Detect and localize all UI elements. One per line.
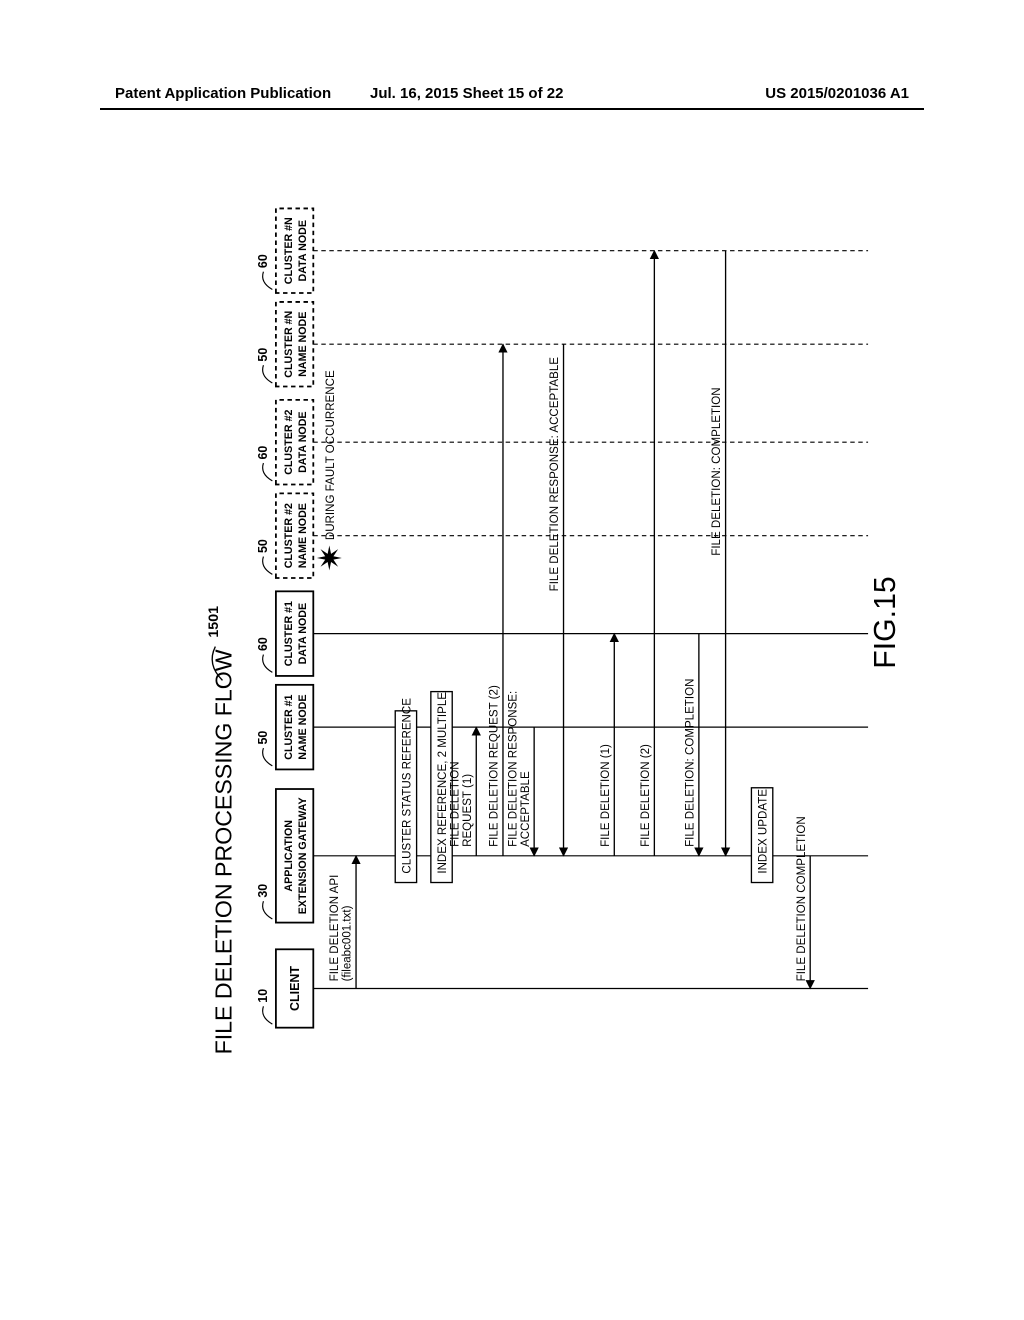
arrow-label-file-del-2: FILE DELETION (2) — [640, 744, 652, 847]
lane-label1-c1-data: CLUSTER #1 — [283, 601, 295, 666]
lane-ref-arc-client — [263, 1006, 273, 1024]
arrow-label-del-resp-1: FILE DELETION RESPONSE: — [507, 691, 519, 847]
lane-ref-arc-c1-name — [263, 748, 273, 766]
title-ref: 1501 — [206, 606, 222, 638]
lane-label2-gateway: EXTENSION GATEWAY — [297, 797, 309, 914]
arrow-label-final-complete: FILE DELETION COMPLETION — [796, 816, 808, 981]
arrow-sublabel-del-req-1: REQUEST (1) — [462, 774, 474, 847]
lane-label1-cn-data: CLUSTER #N — [283, 217, 295, 284]
lane-label2-c2-name: NAME NODE — [297, 503, 309, 568]
lane-ref-arc-c1-data — [263, 655, 273, 673]
lane-label1-c1-name: CLUSTER #1 — [283, 694, 295, 759]
lane-ref-cn-name: 50 — [256, 348, 270, 362]
lane-ref-arc-cn-name — [263, 365, 273, 383]
sequence-diagram: FILE DELETION PROCESSING FLOW 1501 10 CLIEN… — [80, 155, 1015, 1090]
self-box-label-cluster-status: CLUSTER STATUS REFERENCE — [401, 698, 413, 874]
arrow-label-del-comp-1: FILE DELETION: COMPLETION — [685, 679, 697, 847]
lane-label1-cn-name: CLUSTER #N — [283, 311, 295, 378]
arrow-label-api-call: FILE DELETION API — [329, 875, 341, 982]
arrow-sublabel-del-resp-1: ACCEPTABLE — [520, 771, 532, 847]
lane-label2-cn-name: NAME NODE — [297, 312, 309, 377]
pub-number: US 2015/0201036 A1 — [765, 85, 909, 102]
lane-ref-client: 10 — [256, 989, 270, 1003]
lane-ref-c1-data: 60 — [256, 637, 270, 651]
lane-ref-c2-name: 50 — [256, 539, 270, 553]
lane-ref-arc-c2-name — [263, 557, 273, 575]
lane-label1-c2-name: CLUSTER #2 — [283, 503, 295, 568]
arrow-label-file-del-1: FILE DELETION (1) — [600, 744, 612, 847]
lane-label2-c2-data: DATA NODE — [297, 411, 309, 472]
arrow-label-del-comp-2: FILE DELETION: COMPLETION — [711, 387, 723, 555]
pub-type: Patent Application Publication — [115, 85, 331, 102]
arrow-sublabel-api-call: (fileabc001.txt) — [342, 905, 354, 981]
lane-label1-client: CLIENT — [288, 966, 302, 1011]
lane-ref-arc-gateway — [263, 901, 273, 919]
fault-star-icon — [317, 545, 342, 570]
diagram-svg: FILE DELETION PROCESSING FLOW 1501 10 CLIEN… — [80, 155, 1015, 1090]
diagram-title: FILE DELETION PROCESSING FLOW — [210, 649, 236, 1054]
arrow-label-del-req-1: FILE DELETION — [449, 761, 461, 846]
fault-label: DURING FAULT OCCURRENCE — [325, 370, 337, 540]
figure-label: FIG.15 — [869, 576, 902, 669]
lane-label2-c1-name: NAME NODE — [297, 695, 309, 760]
self-box-label-index-update: INDEX UPDATE — [758, 789, 770, 874]
lane-ref-c1-name: 50 — [256, 731, 270, 745]
arrow-label-del-resp-2: FILE DELETION RESPONSE: ACCEPTABLE — [549, 357, 561, 592]
lane-ref-c2-data: 60 — [256, 446, 270, 460]
lane-label2-c1-data: DATA NODE — [297, 603, 309, 664]
lane-label1-c2-data: CLUSTER #2 — [283, 410, 295, 475]
self-box-label-index-ref: INDEX REFERENCE, 2 MULTIPLE — [437, 692, 449, 874]
lane-ref-cn-data: 60 — [256, 254, 270, 268]
header-rule — [100, 108, 924, 110]
arrow-label-del-req-2: FILE DELETION REQUEST (2) — [489, 685, 501, 847]
lane-label2-cn-data: DATA NODE — [297, 220, 309, 281]
lane-ref-gateway: 30 — [256, 884, 270, 898]
sheet-info: Jul. 16, 2015 Sheet 15 of 22 — [370, 85, 563, 102]
lane-ref-arc-c2-data — [263, 463, 273, 481]
lane-label1-gateway: APPLICATION — [283, 820, 295, 892]
page-header: Patent Application Publication Jul. 16, … — [0, 85, 1024, 102]
lane-ref-arc-cn-data — [263, 272, 273, 290]
